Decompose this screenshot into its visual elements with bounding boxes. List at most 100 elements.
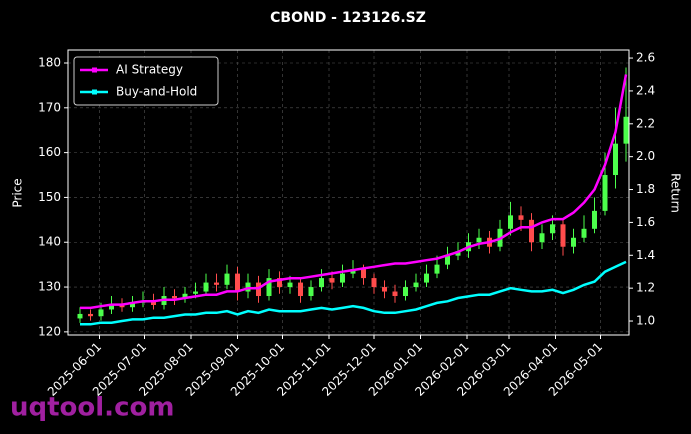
candle bbox=[560, 219, 566, 256]
candle-body bbox=[508, 215, 513, 229]
candle-body bbox=[130, 302, 135, 308]
legend-label: Buy-and-Hold bbox=[116, 85, 197, 99]
y2-tick-label: 1.4 bbox=[636, 248, 655, 262]
y-tick-label: 150 bbox=[38, 190, 61, 204]
y-axis-label: Price bbox=[11, 178, 25, 207]
candle-body bbox=[455, 251, 461, 256]
candle-body bbox=[361, 269, 366, 279]
candle bbox=[445, 246, 450, 270]
plot-frame bbox=[67, 49, 630, 336]
candle-body bbox=[172, 296, 177, 299]
y2-tick-label: 2.2 bbox=[636, 116, 655, 130]
candle-body bbox=[392, 291, 398, 297]
candle bbox=[277, 271, 282, 294]
candle-body bbox=[224, 273, 230, 285]
chart-title: CBOND - 123126.SZ bbox=[270, 10, 426, 26]
y-tick-label: 130 bbox=[38, 280, 61, 294]
candle bbox=[371, 273, 377, 294]
y2-tick-label: 1.2 bbox=[636, 281, 655, 295]
y2-tick-label: 2.6 bbox=[636, 51, 655, 65]
candle-body bbox=[518, 215, 524, 220]
candle-body bbox=[182, 293, 188, 299]
candle-body bbox=[403, 287, 408, 297]
y-tick-label: 140 bbox=[38, 235, 61, 249]
candle-body bbox=[319, 278, 324, 288]
candle-body bbox=[371, 278, 377, 288]
y2-tick-label: 1.8 bbox=[636, 182, 655, 196]
candle-body bbox=[340, 273, 345, 283]
legend-label: AI Strategy bbox=[116, 63, 183, 77]
candle-body bbox=[623, 116, 629, 144]
candle-body bbox=[350, 269, 356, 274]
y2-tick-label: 2.0 bbox=[636, 149, 655, 163]
candle bbox=[298, 278, 303, 303]
candle-body bbox=[98, 309, 104, 317]
candle-body bbox=[571, 237, 576, 247]
candle bbox=[203, 273, 209, 297]
candle bbox=[613, 107, 618, 189]
candle bbox=[413, 273, 419, 292]
y2-tick-label: 1.0 bbox=[636, 314, 655, 328]
candle-body bbox=[203, 282, 209, 292]
y2-tick-label: 1.6 bbox=[636, 215, 655, 229]
candle bbox=[623, 67, 629, 162]
candle-body bbox=[592, 210, 597, 229]
candle-body bbox=[266, 278, 272, 297]
candle-body bbox=[413, 282, 419, 288]
candle bbox=[592, 197, 597, 234]
candle-body bbox=[424, 273, 429, 283]
candle-body bbox=[560, 224, 566, 247]
candle bbox=[266, 269, 272, 301]
y-tick-label: 160 bbox=[38, 145, 61, 159]
y2-axis-label: Return bbox=[669, 173, 683, 213]
candle bbox=[508, 201, 513, 236]
y2-tick-label: 2.4 bbox=[636, 83, 655, 97]
candle-body bbox=[329, 278, 335, 283]
candle bbox=[581, 215, 587, 243]
candle-body bbox=[235, 273, 240, 292]
watermark: uqtool.com bbox=[10, 393, 174, 423]
return-line bbox=[80, 260, 627, 326]
candle bbox=[539, 224, 545, 249]
candle-body bbox=[151, 300, 156, 305]
candle-body bbox=[529, 219, 534, 243]
candle bbox=[172, 289, 177, 305]
candle-body bbox=[382, 287, 387, 292]
candle bbox=[340, 264, 345, 288]
candle-body bbox=[193, 291, 198, 294]
candle bbox=[224, 264, 230, 290]
candle-body bbox=[434, 264, 440, 274]
candle bbox=[403, 280, 408, 301]
candle bbox=[77, 307, 83, 323]
legend-box bbox=[73, 56, 219, 106]
candle bbox=[182, 287, 188, 303]
candle bbox=[382, 280, 387, 299]
candle-body bbox=[277, 278, 282, 288]
candle-body bbox=[287, 282, 293, 288]
candle bbox=[529, 213, 534, 252]
candle-body bbox=[550, 224, 555, 234]
legend-marker bbox=[92, 67, 97, 73]
candle bbox=[308, 280, 314, 301]
candle-body bbox=[539, 233, 545, 243]
candle-body bbox=[308, 287, 314, 297]
legend-marker bbox=[92, 89, 97, 95]
candle bbox=[235, 266, 240, 301]
candle-body bbox=[581, 228, 587, 238]
candle bbox=[424, 264, 429, 288]
return-line bbox=[80, 74, 628, 310]
candle-body bbox=[298, 282, 303, 297]
candle bbox=[319, 269, 324, 292]
candle-body bbox=[476, 237, 482, 243]
y-tick-label: 120 bbox=[38, 324, 61, 338]
candle-body bbox=[88, 313, 93, 317]
candle-body bbox=[214, 282, 219, 285]
candle-body bbox=[445, 255, 450, 265]
candle-body bbox=[109, 304, 114, 310]
y-tick-label: 180 bbox=[38, 55, 61, 69]
candle-body bbox=[602, 175, 608, 211]
candle-body bbox=[77, 313, 83, 319]
candle bbox=[214, 273, 219, 292]
candle bbox=[88, 309, 93, 321]
